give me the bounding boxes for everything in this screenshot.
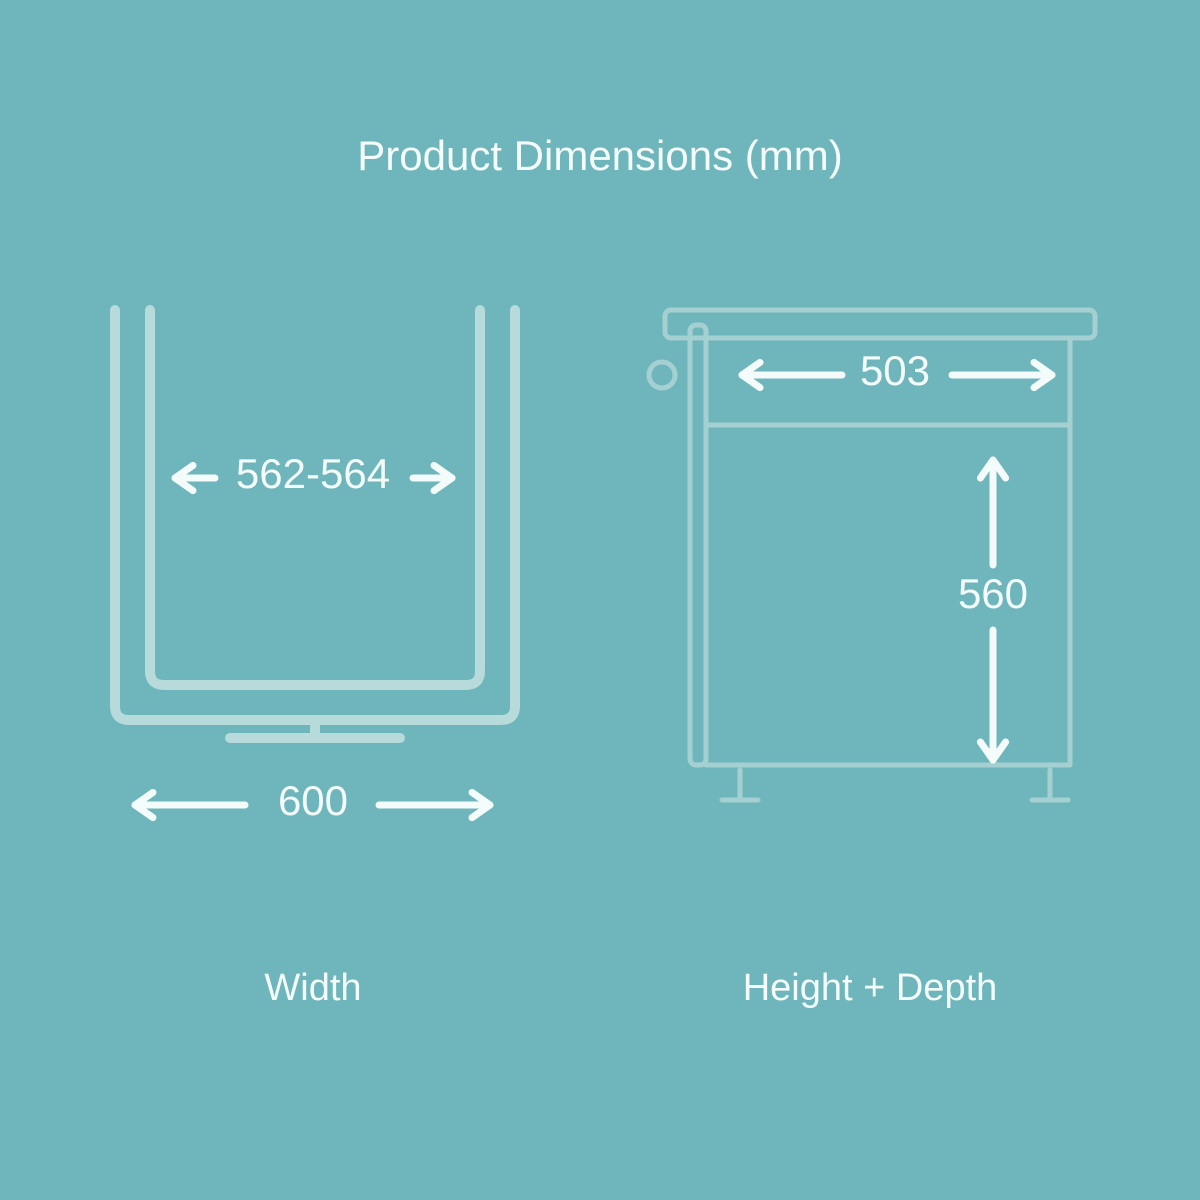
inner-width-value: 562-564 bbox=[236, 450, 390, 497]
height-value: 560 bbox=[958, 570, 1028, 617]
outer-width-value: 600 bbox=[278, 777, 348, 824]
width-label: Width bbox=[264, 967, 361, 1009]
dimensions-diagram: Product Dimensions (mm) 562-564 600 503 560… bbox=[0, 0, 1200, 1200]
depth-value: 503 bbox=[860, 347, 930, 394]
height-depth-label: Height + Depth bbox=[743, 967, 998, 1009]
page-title: Product Dimensions (mm) bbox=[357, 132, 842, 179]
